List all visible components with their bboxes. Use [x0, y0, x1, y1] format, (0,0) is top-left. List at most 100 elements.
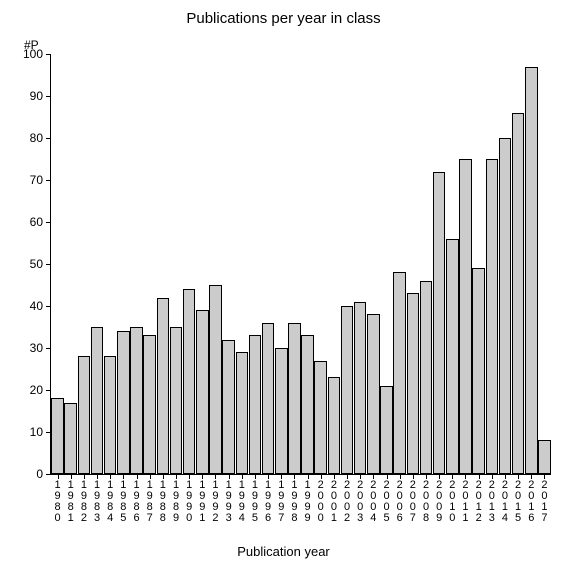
bar [117, 331, 130, 474]
bar [328, 377, 341, 474]
y-tick-label: 70 [30, 173, 43, 187]
y-tick [46, 264, 51, 265]
x-tick-label: 2008 [421, 480, 431, 524]
bar [499, 138, 512, 474]
x-tick-label: 1988 [158, 480, 168, 524]
x-axis-label: Publication year [0, 544, 567, 559]
bar [130, 327, 143, 474]
y-tick [46, 348, 51, 349]
x-tick-label: 1983 [92, 480, 102, 524]
y-tick-label: 60 [30, 215, 43, 229]
bar [538, 440, 551, 474]
bar [236, 352, 249, 474]
x-tick-label: 1987 [145, 480, 155, 524]
y-tick-label: 80 [30, 131, 43, 145]
x-tick-label: 1995 [250, 480, 260, 524]
y-tick [46, 180, 51, 181]
bar [472, 268, 485, 474]
y-tick [46, 138, 51, 139]
bar [183, 289, 196, 474]
chart-container: Publications per year in class #P 010203… [0, 0, 567, 567]
x-tick-label: 1985 [118, 480, 128, 524]
x-tick-label: 1984 [105, 480, 115, 524]
x-tick-label: 2006 [395, 480, 405, 524]
bar [91, 327, 104, 474]
x-tick-label: 1998 [289, 480, 299, 524]
bar [486, 159, 499, 474]
y-tick-label: 40 [30, 299, 43, 313]
bar [420, 281, 433, 474]
x-tick-label: 1986 [132, 480, 142, 524]
y-tick-label: 30 [30, 341, 43, 355]
x-tick-label: 2015 [513, 480, 523, 524]
x-tick-label: 2017 [539, 480, 549, 524]
y-tick-label: 50 [30, 257, 43, 271]
x-tick-label: 1997 [276, 480, 286, 524]
bar [222, 340, 235, 474]
x-tick-label: 2002 [342, 480, 352, 524]
x-tick-label: 1982 [79, 480, 89, 524]
x-tick-label: 2013 [487, 480, 497, 524]
bar [314, 361, 327, 474]
y-tick [46, 222, 51, 223]
bar [157, 298, 170, 474]
bar [170, 327, 183, 474]
x-tick-label: 2009 [434, 480, 444, 524]
y-tick [46, 96, 51, 97]
y-tick [46, 474, 51, 475]
plot-area: 0102030405060708090100198019811982198319… [50, 54, 551, 475]
bar [446, 239, 459, 474]
x-tick-label: 2004 [368, 480, 378, 524]
chart-title: Publications per year in class [0, 10, 567, 27]
y-tick [46, 306, 51, 307]
bar [275, 348, 288, 474]
bar [459, 159, 472, 474]
y-tick-label: 90 [30, 89, 43, 103]
bar [51, 398, 64, 474]
y-tick [46, 432, 51, 433]
x-tick-label: 1980 [53, 480, 63, 524]
bar [64, 403, 77, 474]
bar [341, 306, 354, 474]
bar [262, 323, 275, 474]
bar [393, 272, 406, 474]
bar [354, 302, 367, 474]
y-tick [46, 54, 51, 55]
bar [78, 356, 91, 474]
bar [433, 172, 446, 474]
bar [104, 356, 117, 474]
bar [512, 113, 525, 474]
x-tick-label: 1994 [237, 480, 247, 524]
x-tick-label: 2005 [382, 480, 392, 524]
bar [367, 314, 380, 474]
bar [407, 293, 420, 474]
bar [525, 67, 538, 474]
y-tick-label: 100 [23, 47, 43, 61]
x-tick-label: 1993 [224, 480, 234, 524]
x-tick-label: 1992 [210, 480, 220, 524]
x-tick-label: 1996 [263, 480, 273, 524]
y-tick-label: 20 [30, 383, 43, 397]
y-tick [46, 390, 51, 391]
x-tick-label: 2001 [329, 480, 339, 524]
bar [249, 335, 262, 474]
x-tick-label: 2014 [500, 480, 510, 524]
y-tick-label: 0 [36, 467, 43, 481]
x-tick-label: 2007 [408, 480, 418, 524]
x-tick-label: 2010 [447, 480, 457, 524]
x-tick-label: 1991 [197, 480, 207, 524]
bar [301, 335, 314, 474]
x-tick-label: 2003 [355, 480, 365, 524]
x-tick-label: 2011 [460, 480, 470, 524]
y-tick-label: 10 [30, 425, 43, 439]
bar [288, 323, 301, 474]
x-tick-label: 1990 [184, 480, 194, 524]
x-tick-label: 1989 [171, 480, 181, 524]
x-tick-label: 2016 [526, 480, 536, 524]
bar [209, 285, 222, 474]
x-tick-label: 1999 [303, 480, 313, 524]
x-tick-label: 1981 [66, 480, 76, 524]
x-tick-label: 2000 [316, 480, 326, 524]
bar [380, 386, 393, 474]
bar [196, 310, 209, 474]
